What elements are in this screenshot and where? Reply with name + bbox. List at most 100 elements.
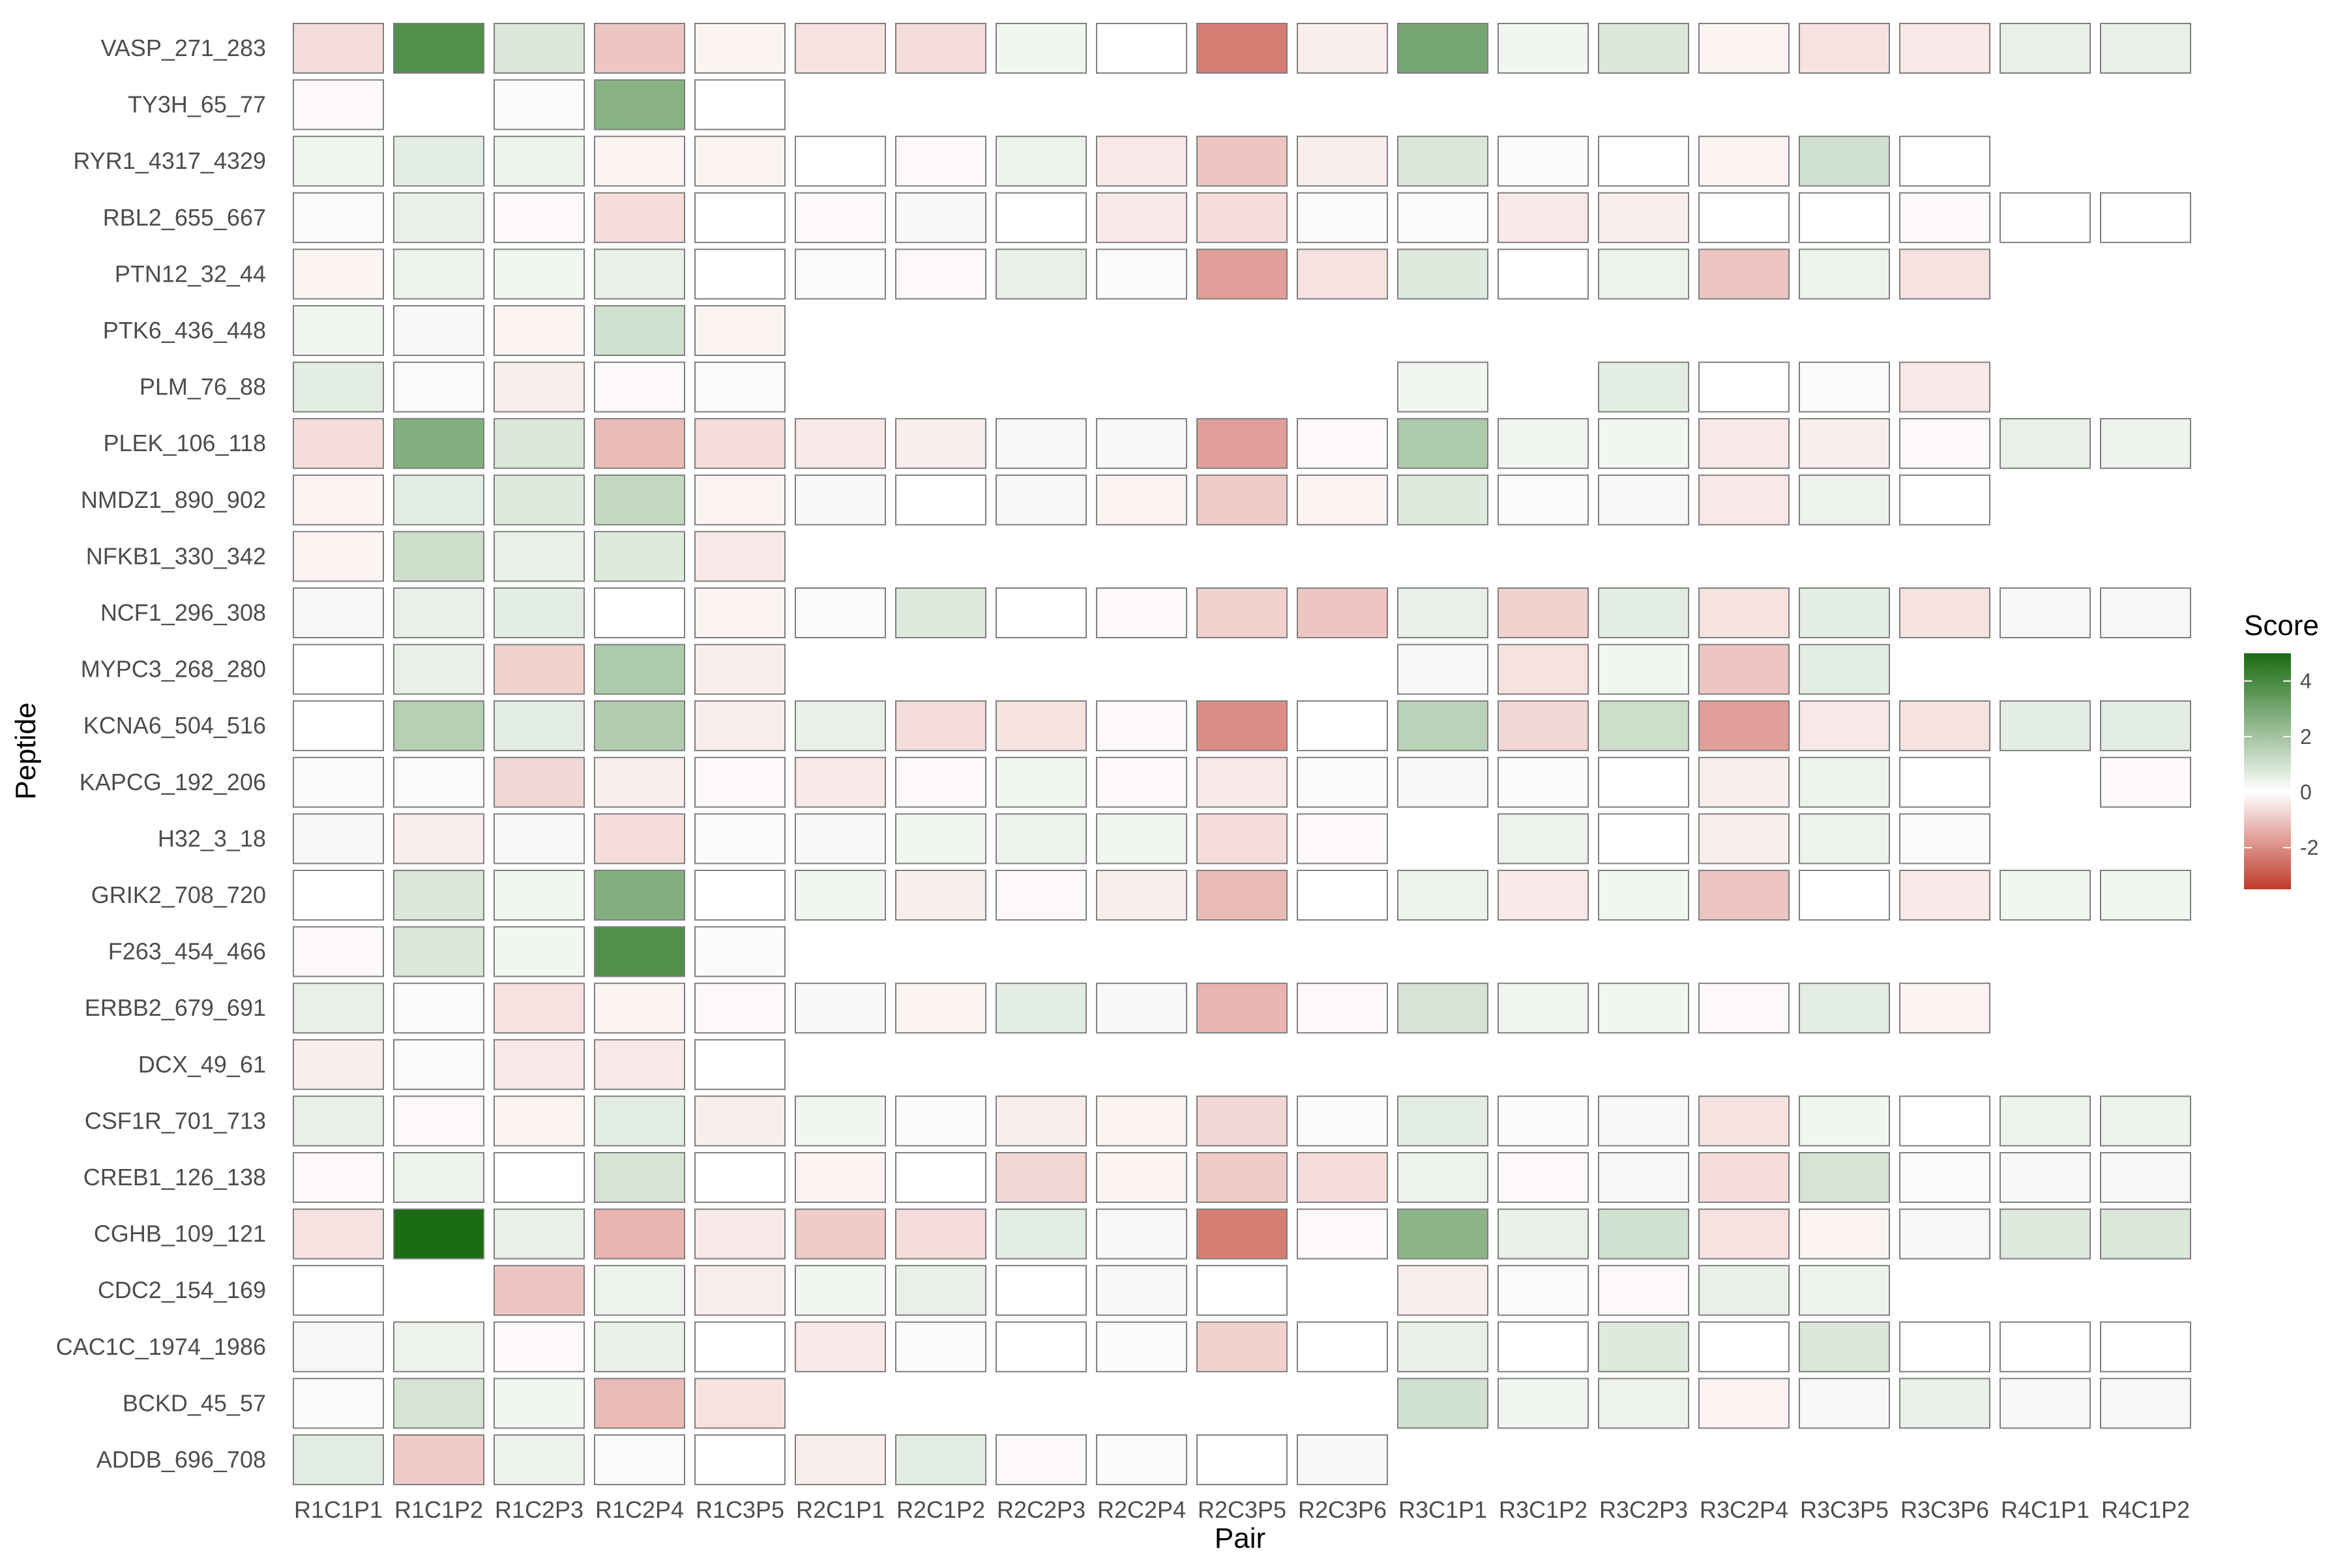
heatmap-cell <box>1498 1095 1589 1147</box>
heatmap-cell <box>996 813 1087 865</box>
heatmap-cell <box>795 248 886 300</box>
heatmap-cell <box>594 870 685 921</box>
x-tick-label: R4C1P2 <box>2101 1496 2190 1523</box>
heatmap-cell <box>1397 248 1488 300</box>
heatmap-cell <box>393 813 484 865</box>
y-tick-labels: VASP_271_283 TY3H_65_77 RYR1_4317_4329 RBL2… <box>56 35 266 1473</box>
heatmap-cell <box>1799 418 1890 469</box>
heatmap-cell <box>594 700 685 752</box>
heatmap-cell <box>694 1321 786 1372</box>
heatmap-cell <box>1498 136 1589 187</box>
y-tick-label: KAPCG_192_206 <box>80 769 266 795</box>
heatmap-cell <box>1799 587 1890 638</box>
heatmap-cell <box>1799 361 1890 413</box>
heatmap-cell <box>494 192 585 243</box>
x-tick-label: R2C3P5 <box>1198 1496 1286 1523</box>
heatmap-cell <box>694 587 786 638</box>
heatmap-cell <box>494 136 585 187</box>
heatmap-cell <box>1498 474 1589 525</box>
heatmap-cell <box>1498 1208 1589 1260</box>
heatmap-cell <box>293 79 384 130</box>
heatmap-cell <box>795 813 886 865</box>
heatmap-cell <box>1297 192 1388 243</box>
heatmap-cell <box>1598 1321 1689 1372</box>
heatmap-cell <box>996 1152 1087 1203</box>
heatmap-cell <box>1698 248 1790 300</box>
heatmap-cell <box>795 1152 886 1203</box>
heatmap-cells <box>293 23 2191 1485</box>
y-tick-label: CGHB_109_121 <box>94 1220 266 1247</box>
heatmap-cell <box>494 870 585 921</box>
heatmap-cell <box>393 643 484 695</box>
heatmap-cell <box>1196 1265 1288 1316</box>
heatmap-cell <box>1598 983 1689 1034</box>
heatmap-cell <box>1899 418 1990 469</box>
y-tick-label: CSF1R_701_713 <box>85 1107 266 1134</box>
heatmap-cell <box>1899 23 1990 74</box>
heatmap-cell <box>694 1039 786 1090</box>
heatmap-cell <box>393 361 484 413</box>
heatmap-cell <box>393 1378 484 1429</box>
y-tick-label: BCKD_45_57 <box>123 1389 266 1416</box>
y-tick-label: ADDB_696_708 <box>96 1446 266 1473</box>
heatmap-cell <box>393 192 484 243</box>
heatmap-cell <box>1799 1378 1890 1429</box>
heatmap-cell <box>494 587 585 638</box>
heatmap-cell <box>1598 1095 1689 1147</box>
y-tick-label: ERBB2_679_691 <box>85 994 266 1021</box>
heatmap-cell <box>1397 1152 1488 1203</box>
heatmap-cell <box>393 587 484 638</box>
heatmap-cell <box>393 531 484 582</box>
heatmap-cell <box>996 870 1087 921</box>
heatmap-cell <box>1799 1152 1890 1203</box>
heatmap-cell <box>1799 248 1890 300</box>
y-tick-label: VASP_271_283 <box>100 35 266 61</box>
heatmap-cell <box>1799 474 1890 525</box>
heatmap-cell <box>694 870 786 921</box>
heatmap-cell <box>293 643 384 695</box>
heatmap-cell <box>1297 248 1388 300</box>
heatmap-cell <box>594 418 685 469</box>
heatmap-cell <box>795 418 886 469</box>
heatmap-cell <box>494 1208 585 1260</box>
x-tick-label: R2C3P6 <box>1298 1496 1387 1523</box>
legend-ticks: 4 2 0 -2 <box>2244 670 2318 859</box>
heatmap-cell <box>1096 700 1187 752</box>
heatmap-cell <box>1196 1095 1288 1147</box>
heatmap-cell <box>1196 813 1288 865</box>
heatmap-cell <box>795 1265 886 1316</box>
legend-tick-label: 0 <box>2300 780 2312 804</box>
heatmap-cell <box>1096 1152 1187 1203</box>
heatmap-cell <box>2000 418 2091 469</box>
heatmap-cell <box>494 1378 585 1429</box>
heatmap-cell <box>694 23 786 74</box>
heatmap-cell <box>996 1265 1087 1316</box>
heatmap-cell <box>1297 813 1388 865</box>
heatmap-cell <box>1196 23 1288 74</box>
heatmap-cell <box>1899 192 1990 243</box>
heatmap-cell <box>1498 192 1589 243</box>
heatmap-cell <box>694 305 786 356</box>
x-tick-labels: R1C1P1 R1C1P2 R1C2P3 R1C2P4 R1C3P5 R2C1P1 R2C1… <box>294 1496 2190 1523</box>
heatmap-cell <box>895 136 986 187</box>
heatmap-cell <box>2000 192 2091 243</box>
heatmap-cell <box>594 361 685 413</box>
heatmap-cell <box>293 1321 384 1372</box>
heatmap-cell <box>1196 756 1288 808</box>
x-tick-label: R3C3P5 <box>1800 1496 1889 1523</box>
heatmap-cell <box>494 418 585 469</box>
legend-tick-label: 2 <box>2300 725 2312 748</box>
legend-colorbar <box>2244 653 2291 889</box>
heatmap-cell <box>2000 1378 2091 1429</box>
legend-tick-label: 4 <box>2300 670 2312 693</box>
heatmap-cell <box>594 1039 685 1090</box>
heatmap-cell <box>494 1039 585 1090</box>
heatmap-cell <box>293 700 384 752</box>
heatmap-cell <box>393 926 484 977</box>
heatmap-cell <box>293 1208 384 1260</box>
heatmap-cell <box>2100 23 2191 74</box>
heatmap-cell <box>494 531 585 582</box>
heatmap-cell <box>795 1434 886 1485</box>
